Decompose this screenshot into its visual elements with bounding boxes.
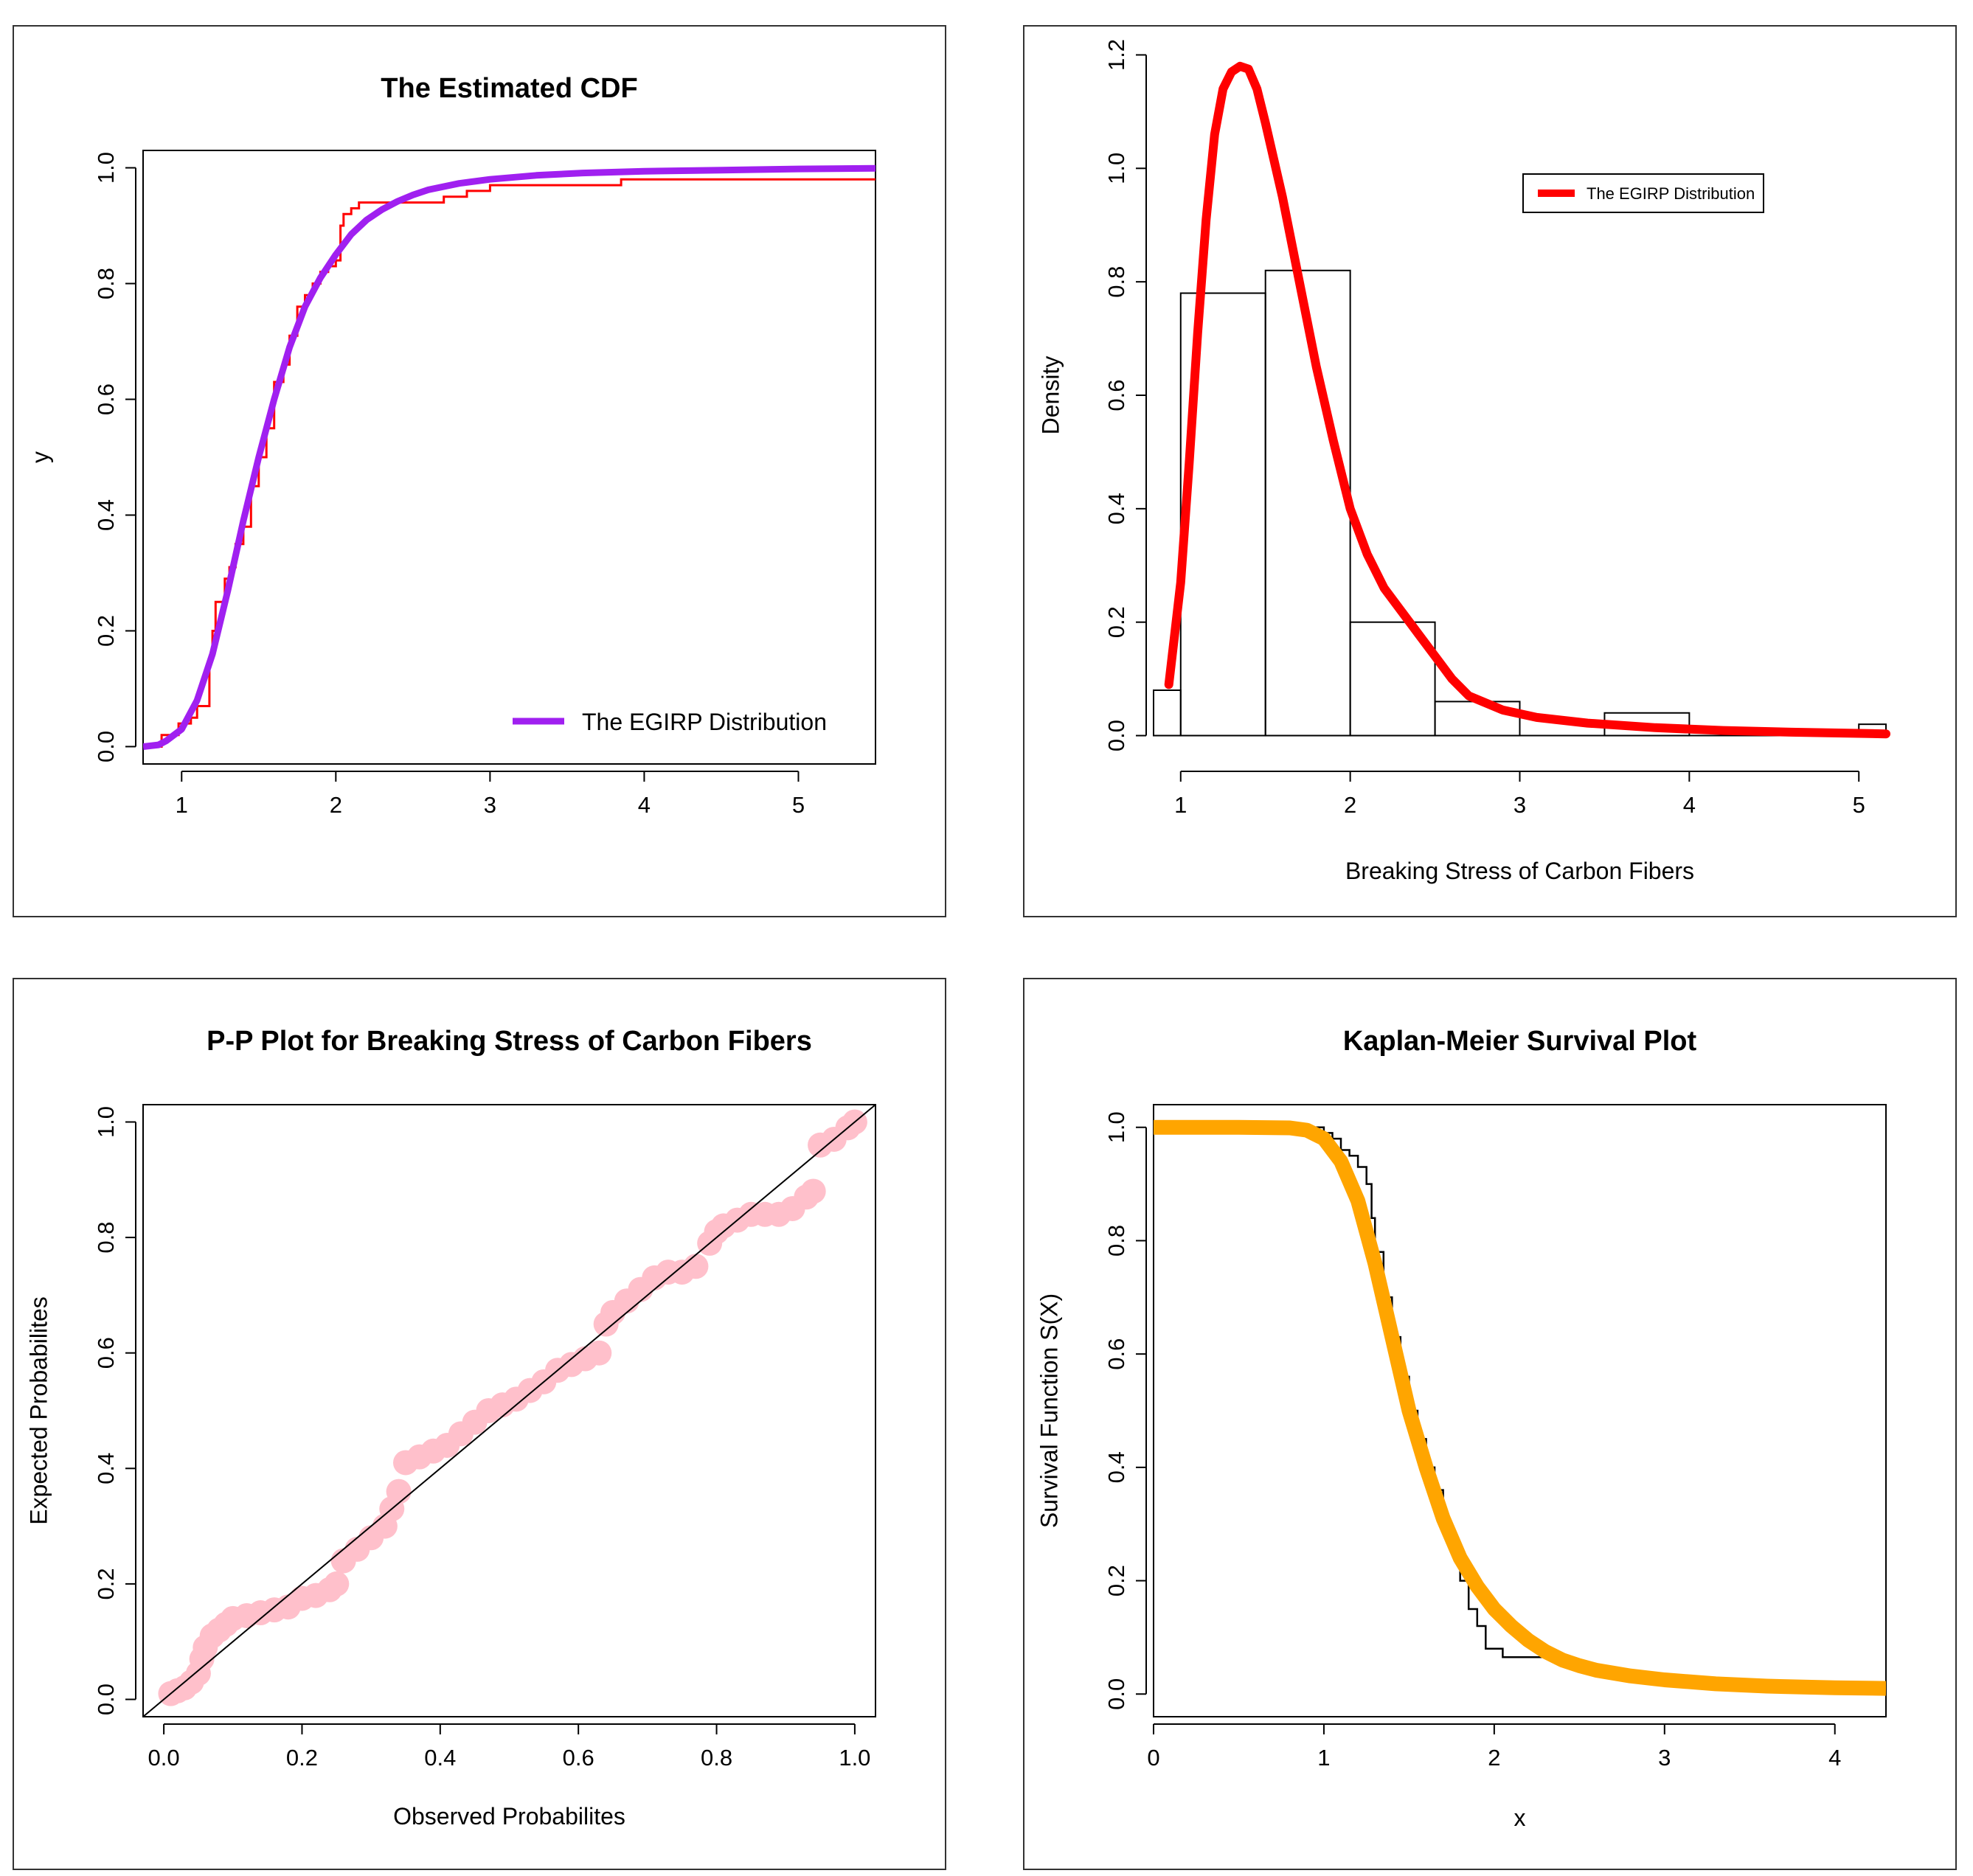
- plot-frame: [142, 150, 876, 765]
- y-tick-label: 1.2: [1103, 39, 1129, 71]
- x-tick-label: 4: [638, 792, 651, 818]
- density-chart: 1 2 3 4 5 0.0 0.2 0.4 0.6 0.8 1.0 1.2 Breaking Stres…: [1037, 39, 1890, 884]
- x-tick-label: 0.4: [424, 1745, 456, 1771]
- y-tick-label: 1.0: [1103, 153, 1129, 184]
- density-panel: 1 2 3 4 5 0.0 0.2 0.4 0.6 0.8 1.0 1.2 Breaking Stres…: [1023, 25, 1957, 917]
- x-tick-label: 0.6: [563, 1745, 594, 1771]
- y-tick-label: 0.6: [1103, 379, 1129, 411]
- pp-point: [386, 1479, 412, 1504]
- cdf-panel: 1 2 3 4 5 0.0 0.2 0.4 0.6 0.8 1.0 The Estimated CDF…: [13, 25, 946, 917]
- legend-label: The EGIRP Distribution: [582, 709, 827, 735]
- y-tick-label: 0.8: [1103, 266, 1129, 298]
- fitted-cdf-line: [143, 164, 875, 750]
- reference-line: [142, 1104, 876, 1717]
- x-tick-label: 1: [1174, 792, 1187, 818]
- pp-point: [800, 1178, 826, 1204]
- y-tick-label: 0.0: [1103, 720, 1129, 751]
- x-tick-label: 1.0: [839, 1745, 870, 1771]
- plot-frame: [1153, 1104, 1887, 1717]
- x-tick-label: 4: [1828, 1745, 1841, 1771]
- y-tick-label: 0.2: [93, 615, 119, 647]
- y-tick-label: 0.8: [93, 268, 119, 299]
- x-tick-label: 2: [330, 792, 342, 818]
- y-tick-label: 0.2: [93, 1568, 119, 1599]
- x-tick-label: 4: [1683, 792, 1696, 818]
- x-tick-label: 0.0: [148, 1745, 180, 1771]
- y-tick-label: 0.0: [1103, 1678, 1129, 1710]
- x-tick-label: 2: [1344, 792, 1356, 818]
- km-survival-chart: 0 1 2 3 4 0.0 0.2 0.4 0.6 0.8 1.0 Kaplan-Meier Surv…: [1036, 1026, 1887, 1831]
- y-tick-label: 0.4: [93, 1453, 119, 1484]
- x-tick-label: 1: [176, 792, 188, 818]
- x-axis-label: Observed Probabilites: [393, 1803, 625, 1830]
- pp-plot-panel: 0.0 0.2 0.4 0.6 0.8 1.0 0.0 0.2 0.4 0.6 0.8 1.0 P-P …: [13, 978, 946, 1870]
- pp-plot-chart: 0.0 0.2 0.4 0.6 0.8 1.0 0.0 0.2 0.4 0.6 0.8 1.0 P-P …: [25, 1026, 876, 1830]
- x-axis-label: x: [1514, 1804, 1526, 1831]
- y-tick-label: 0.2: [1103, 606, 1129, 638]
- x-tick-label: 3: [484, 792, 496, 818]
- y-axis-label: Survival Function S(X): [1036, 1293, 1062, 1528]
- y-tick-label: 0.8: [93, 1222, 119, 1254]
- chart-title: The Estimated CDF: [381, 73, 637, 104]
- chart-title: P-P Plot for Breaking Stress of Carbon F…: [207, 1026, 812, 1057]
- pp-point: [324, 1571, 350, 1597]
- legend-label: The EGIRP Distribution: [1587, 184, 1755, 203]
- x-tick-label: 0: [1147, 1745, 1159, 1771]
- y-axis-label: Expected Probabilites: [25, 1296, 52, 1525]
- cdf-chart: 1 2 3 4 5 0.0 0.2 0.4 0.6 0.8 1.0 The Estimated CDF…: [27, 73, 876, 818]
- y-tick-label: 0.6: [93, 1337, 119, 1369]
- x-tick-label: 1: [1317, 1745, 1330, 1771]
- y-tick-label: 0.4: [93, 499, 119, 531]
- x-tick-label: 2: [1488, 1745, 1500, 1771]
- x-tick-label: 5: [1853, 792, 1865, 818]
- y-tick-label: 1.0: [93, 1106, 119, 1138]
- y-axis-label: y: [27, 451, 53, 463]
- chart-title: Kaplan-Meier Survival Plot: [1343, 1026, 1697, 1057]
- fitted-survival-line: [1154, 1119, 1886, 1696]
- y-tick-label: 0.0: [93, 731, 119, 762]
- y-tick-label: 0.8: [1103, 1225, 1129, 1257]
- y-tick-label: 0.6: [1103, 1338, 1129, 1370]
- y-axis-label: Density: [1037, 356, 1064, 435]
- pp-point: [683, 1254, 709, 1279]
- y-tick-label: 1.0: [93, 152, 119, 184]
- fitted-density-line: [1164, 61, 1890, 739]
- pp-point: [586, 1340, 612, 1366]
- y-tick-label: 0.0: [93, 1684, 119, 1715]
- kaplan-meier-step-line: [1154, 1126, 1716, 1684]
- x-tick-label: 3: [1513, 792, 1526, 818]
- x-axis-label: Breaking Stress of Carbon Fibers: [1345, 858, 1694, 884]
- x-tick-label: 5: [792, 792, 805, 818]
- y-tick-label: 0.6: [93, 383, 119, 415]
- y-tick-label: 1.0: [1103, 1111, 1129, 1143]
- empirical-cdf-line: [143, 178, 875, 748]
- x-tick-label: 0.8: [701, 1745, 732, 1771]
- plot-frame: [142, 1104, 876, 1717]
- x-tick-label: 3: [1658, 1745, 1671, 1771]
- histogram-bar: [1153, 689, 1182, 737]
- y-tick-label: 0.4: [1103, 493, 1129, 524]
- km-survival-panel: 0 1 2 3 4 0.0 0.2 0.4 0.6 0.8 1.0 Kaplan-Meier Surv…: [1023, 978, 1957, 1870]
- y-tick-label: 0.2: [1103, 1565, 1129, 1597]
- x-tick-label: 0.2: [286, 1745, 318, 1771]
- y-tick-label: 0.4: [1103, 1451, 1129, 1483]
